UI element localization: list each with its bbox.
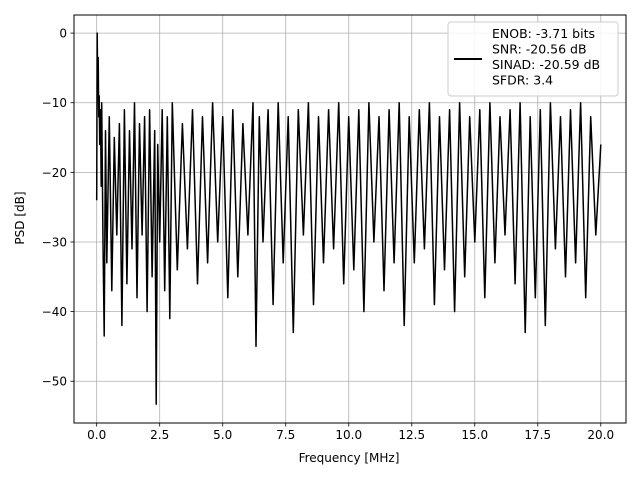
legend: ENOB: -3.71 bits SNR: -20.56 dB SINAD: -20… [447,21,619,97]
x-tick-label: 17.5 [524,428,551,442]
legend-text-line: SINAD: -20.59 dB [492,57,600,72]
y-tick-label: −30 [42,235,67,249]
plot-frame [73,14,627,424]
psd-series-line [95,32,602,405]
x-tick-label: 0.0 [87,428,106,442]
x-tick-label: 2.5 [150,428,169,442]
x-axis-label: Frequency [MHz] [299,451,400,465]
y-tick-label: −20 [42,166,67,180]
y-tick-label: −10 [42,96,67,110]
legend-text-line: ENOB: -3.71 bits [492,26,595,41]
y-tick-label: 0 [59,27,67,41]
x-tick-label: 20.0 [587,428,614,442]
legend-text-line: SFDR: 3.4 [492,73,553,88]
y-axis-label: PSD [dB] [13,191,27,244]
x-tick-label: 15.0 [461,428,488,442]
x-tick-label: 10.0 [335,428,362,442]
x-tick-label: 12.5 [398,428,425,442]
x-tick-label: 5.0 [213,428,232,442]
legend-box [447,21,619,97]
series-layer [95,32,602,405]
y-tick-label: −40 [42,305,67,319]
y-tick-label: −50 [42,375,67,389]
axis-ticks: 0.0 2.5 5.0 7.5 10.0 12.5 15.0 17.5 20.0 0 −10 −20 −… [42,27,614,442]
legend-entry-label: ENOB: -3.71 bits SNR: -20.56 dB SINAD: -20… [492,26,600,88]
x-tick-label: 7.5 [276,428,295,442]
legend-text-line: SNR: -20.56 dB [492,42,587,57]
